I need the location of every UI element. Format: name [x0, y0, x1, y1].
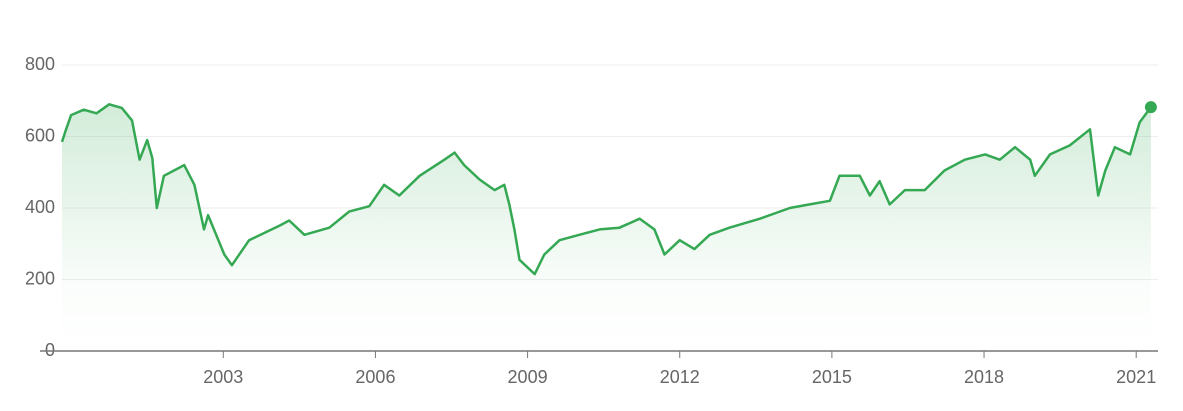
x-tick-label: 2015: [812, 367, 852, 387]
y-tick-label: 600: [25, 125, 55, 145]
y-tick-label: 400: [25, 197, 55, 217]
end-point: [1144, 101, 1157, 114]
area-fill: [62, 104, 1151, 351]
x-tick-label: 2006: [355, 367, 395, 387]
x-tick-label: 2021: [1116, 367, 1156, 387]
x-tick-label: 2018: [964, 367, 1004, 387]
y-tick-label: 0: [45, 340, 55, 360]
y-tick-label: 800: [25, 54, 55, 74]
x-tick-label: 2009: [508, 367, 548, 387]
price-line: [60, 103, 1152, 276]
x-tick-label: 2003: [203, 367, 243, 387]
y-tick-label: 200: [25, 268, 55, 288]
x-tick-label: 2012: [660, 367, 700, 387]
